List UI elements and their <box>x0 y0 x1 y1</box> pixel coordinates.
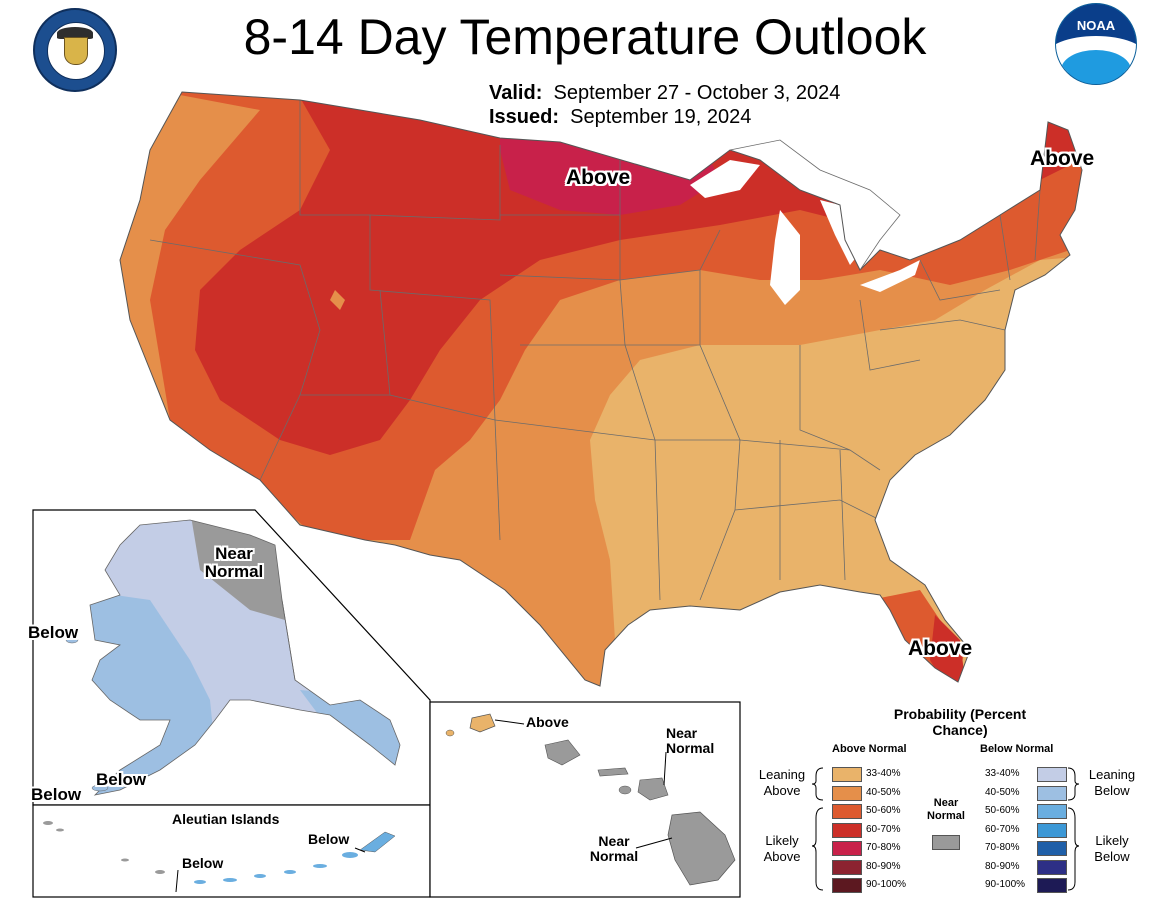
conus-above-label: Above <box>566 166 631 189</box>
hawaii-near-normal-label-1: Near Normal <box>666 725 715 756</box>
st-lawrence-island <box>65 636 79 644</box>
below-legend-swatch <box>1037 878 1067 893</box>
above-legend-row: 80-90% <box>832 859 922 875</box>
above-legend-swatch <box>832 767 862 782</box>
above-legend-row: 70-80% <box>832 841 922 856</box>
above-legend-swatch <box>832 804 862 819</box>
above-legend-range-label: 60-70% <box>866 823 901 835</box>
legend-above-header: Above Normal <box>832 743 907 755</box>
below-legend-swatch <box>1037 767 1067 782</box>
department-of-commerce-seal-logo <box>33 8 117 92</box>
florida-60-70 <box>930 615 965 685</box>
above-legend-range-label: 70-80% <box>866 842 901 853</box>
legend-likely-below: Likely Below <box>1094 833 1130 864</box>
above-legend-range-label: 90-100% <box>866 879 907 890</box>
below-legend-row: 33-40% <box>985 767 1075 782</box>
below-legend-row: 40-50% <box>985 785 1075 801</box>
aleutian-title: Aleutian Islands <box>172 811 280 827</box>
noaa-logo-text: NOAA <box>1076 18 1116 33</box>
above-legend-row: 40-50% <box>832 785 922 801</box>
issued-date: Issued: September 19, 2024 <box>489 106 751 129</box>
alaska-below-sw2-label: Below <box>31 785 82 804</box>
oahu <box>544 739 581 766</box>
state-lines <box>149 100 1041 601</box>
lake-superior <box>690 160 760 198</box>
valid-value: September 27 - October 3, 2024 <box>553 82 841 104</box>
above-legend-swatch <box>832 878 862 893</box>
kauai <box>469 713 496 733</box>
valid-label: Valid: <box>489 82 543 104</box>
above-legend-swatch <box>832 859 862 875</box>
below-legend-range-label: 80-90% <box>985 860 1020 872</box>
above-legend-row: 90-100% <box>832 878 922 893</box>
page-title: 8-14 Day Temperature Outlook <box>243 9 927 65</box>
alaska-outline <box>89 519 401 796</box>
lake-erie <box>860 260 920 292</box>
legend-near-normal-label: Near Normal <box>927 797 965 823</box>
legend-below-header: Below Normal <box>980 743 1054 755</box>
above-legend-swatch <box>832 785 862 801</box>
issued-label: Issued: <box>489 106 560 128</box>
florida-above-label: Above <box>908 637 973 660</box>
lanai <box>618 785 632 795</box>
below-legend-range-label: 50-60% <box>985 805 1020 816</box>
maine-above-label: Above <box>1030 147 1095 170</box>
callout-lines <box>175 719 673 893</box>
below-legend-range-label: 33-40% <box>985 768 1020 779</box>
above-legend-range-label: 33-40% <box>866 768 901 779</box>
aleutian-below-label-2: Below <box>182 855 224 871</box>
below-legend-swatch <box>1037 822 1067 838</box>
above-legend-row: 33-40% <box>832 767 922 782</box>
below-legend-range-label: 40-50% <box>985 786 1020 798</box>
lake-michigan <box>770 210 800 305</box>
below-legend-range-label: 60-70% <box>985 823 1020 835</box>
valid-dates: Valid: September 27 - October 3, 2024 <box>489 82 840 105</box>
legend-leaning-above: Leaning Above <box>758 767 806 798</box>
alaska-below-west-label: Below <box>28 623 79 642</box>
below-legend-row: 50-60% <box>985 804 1075 819</box>
alaska-near-normal-label: Near Normal <box>204 544 264 581</box>
below-legend-swatch <box>1037 859 1067 875</box>
nunivak-island <box>91 784 109 792</box>
canada-border <box>729 139 901 271</box>
below-legend-range-label: 70-80% <box>985 842 1020 853</box>
below-legend-range-label: 90-100% <box>985 879 1026 890</box>
legend-near-normal-swatch <box>932 835 960 850</box>
maui <box>637 777 669 801</box>
above-legend-swatch <box>832 822 862 838</box>
below-legend-swatch <box>1037 785 1067 801</box>
alaska-below-sw-label: Below <box>96 770 147 789</box>
aleutian-below-label-1: Below <box>308 831 350 847</box>
legend-title: Probability (Percent Chance) <box>893 706 1027 739</box>
niihau <box>445 729 455 737</box>
below-legend-row: 70-80% <box>985 841 1075 856</box>
aleutian-islands <box>43 821 396 884</box>
hawaii-above-label: Above <box>526 714 569 730</box>
above-legend-row: 50-60% <box>832 804 922 819</box>
below-legend-swatch <box>1037 804 1067 819</box>
legend-likely-above: Likely Above <box>763 833 801 864</box>
big-island <box>667 811 736 886</box>
legend-leaning-below: Leaning Below <box>1088 767 1136 798</box>
below-legend-row: 60-70% <box>985 822 1075 838</box>
above-legend-range-label: 80-90% <box>866 860 901 872</box>
issued-value: September 19, 2024 <box>570 106 752 128</box>
below-legend-row: 80-90% <box>985 859 1075 875</box>
above-legend-swatch <box>832 841 862 856</box>
hawaii-near-normal-label-2: Near Normal <box>589 833 639 864</box>
molokai <box>597 767 629 777</box>
great-salt-lake <box>330 290 345 310</box>
below-legend-swatch <box>1037 841 1067 856</box>
below-legend-row: 90-100% <box>985 878 1075 893</box>
above-legend-range-label: 40-50% <box>866 786 901 798</box>
noaa-logo: NOAA <box>1055 3 1137 85</box>
above-legend-row: 60-70% <box>832 822 922 838</box>
above-legend-range-label: 50-60% <box>866 805 901 816</box>
